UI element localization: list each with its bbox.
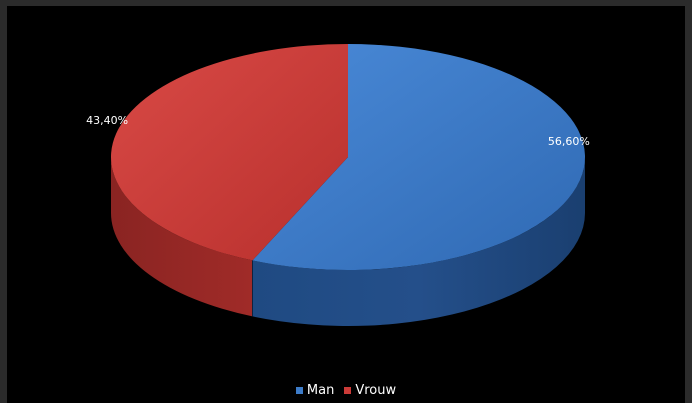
pie-chart: 56,60% 43,40%: [86, 44, 590, 326]
pie-side-vrouw: [111, 157, 253, 317]
data-label-man: 56,60%: [548, 135, 590, 148]
data-label-vrouw: 43,40%: [86, 114, 128, 127]
legend: Man Vrouw: [7, 380, 685, 400]
legend-item-vrouw: Vrouw: [344, 383, 396, 398]
pie-slice-vrouw: [110, 44, 348, 261]
legend-label-man: Man: [306, 382, 335, 398]
legend-swatch-vrouw: [344, 386, 352, 394]
pie-sides: [111, 157, 585, 326]
legend-item-man: Man: [295, 382, 335, 398]
legend-swatch-man: [295, 386, 303, 394]
chart-area: 56,60% 43,40% Man Vrouw: [7, 6, 685, 403]
legend-label-vrouw: Vrouw: [355, 382, 397, 398]
pie-data-labels: 56,60% 43,40%: [86, 114, 590, 148]
pie-slice-man: [252, 44, 585, 270]
pie-side-man: [252, 157, 585, 326]
pie-slices: [110, 44, 585, 270]
